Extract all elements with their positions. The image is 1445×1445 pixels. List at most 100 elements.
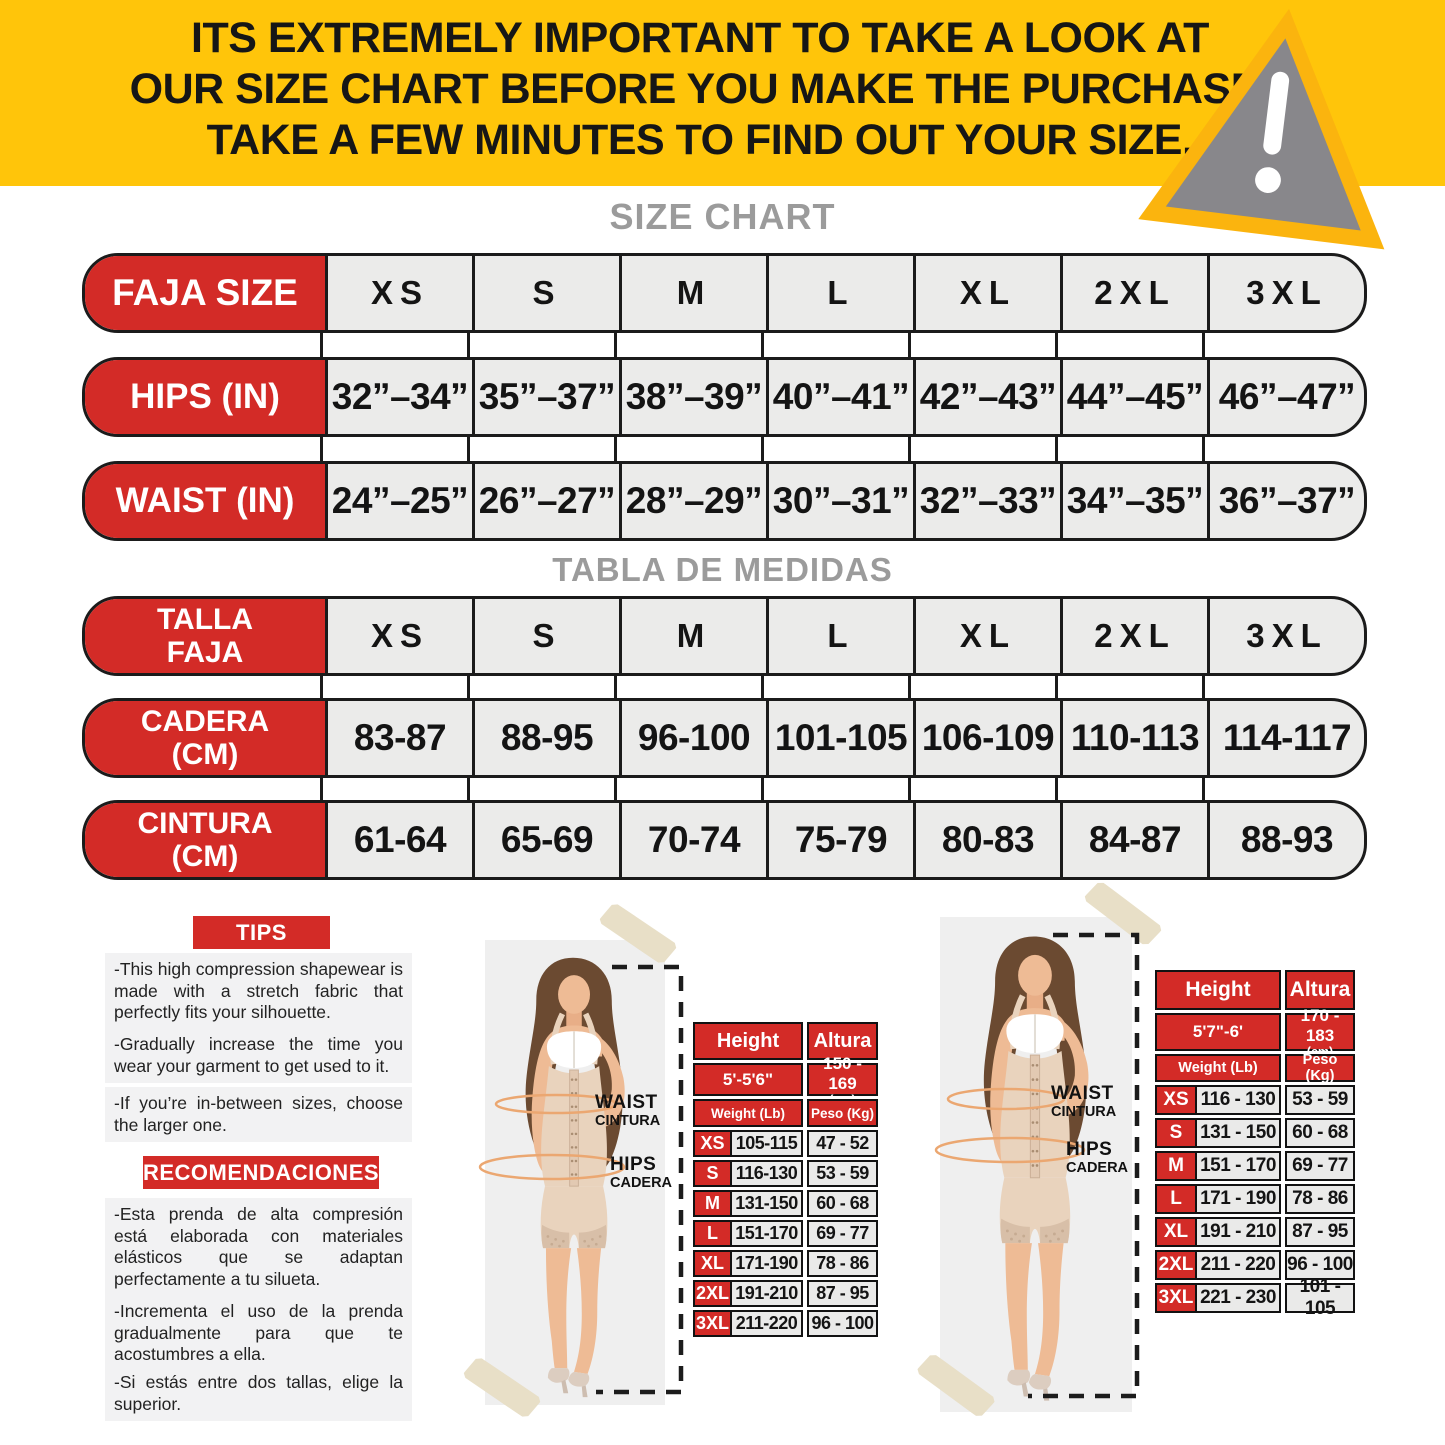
lb-cell: 211 - 220 bbox=[1197, 1250, 1281, 1280]
banner-text: ITS EXTREMELY IMPORTANT TO TAKE A LOOK A… bbox=[0, 13, 1400, 166]
talla-line: TALLA bbox=[156, 603, 254, 636]
cadera-value-cell: 96-100 bbox=[619, 701, 766, 775]
hips-value-cell: 32”–34” bbox=[325, 360, 472, 434]
size-cell: 3XL bbox=[693, 1310, 732, 1337]
kg-cell: 78 - 86 bbox=[807, 1250, 878, 1277]
kg-cell: 47 - 52 bbox=[807, 1130, 878, 1157]
banner-line-2: OUR SIZE CHART BEFORE YOU MAKE THE PURCH… bbox=[129, 65, 1271, 113]
lb-cell: 221 - 230 bbox=[1197, 1283, 1281, 1313]
waist-value-cell: 24”–25” bbox=[325, 464, 472, 538]
banner-line-3: TAKE A FEW MINUTES TO FIND OUT YOUR SIZE… bbox=[206, 116, 1194, 164]
recomendacion-item: -Incrementa el uso de la prenda gradualm… bbox=[105, 1295, 412, 1372]
kg-cell: 96 - 100 bbox=[1285, 1250, 1355, 1280]
cintura-value-cell: 70-74 bbox=[619, 803, 766, 877]
waist-label-left: WAIST CINTURA bbox=[595, 1092, 661, 1129]
size-cell: L bbox=[693, 1220, 732, 1247]
weight-lb-header: Weight (Lb) bbox=[693, 1099, 803, 1127]
waist-row: WAIST (IN) 24”–25” 26”–27” 28”–29” 30”–3… bbox=[82, 461, 1367, 541]
recomendacion-item: -Si estás entre dos tallas, elige la sup… bbox=[105, 1366, 412, 1421]
tip-item: -If you’re in-between sizes, choose the … bbox=[105, 1087, 412, 1142]
peso-kg-header: Peso (Kg) bbox=[1285, 1052, 1355, 1084]
lb-cell: 191-210 bbox=[732, 1280, 803, 1307]
cintura-value-cell: 75-79 bbox=[766, 803, 913, 877]
size-cell: S bbox=[1155, 1118, 1197, 1148]
kg-cell: 69 - 77 bbox=[1285, 1151, 1355, 1181]
size-cell: 2XL bbox=[1155, 1250, 1197, 1280]
size-cell: XL bbox=[693, 1250, 732, 1277]
faja-size-row: FAJA SIZE XS S M L XL 2XL 3XL bbox=[82, 253, 1367, 333]
size-header-cell: S bbox=[472, 256, 619, 330]
size-header-cell: XS bbox=[325, 256, 472, 330]
cm-line: (CM) bbox=[171, 738, 239, 771]
height-range: 5'-5'6" bbox=[693, 1063, 803, 1096]
cintura-value-cell: 80-83 bbox=[913, 803, 1060, 877]
waist-value-cell: 30”–31” bbox=[766, 464, 913, 538]
cadera-row: CADERA (CM) 83-87 88-95 96-100 101-105 1… bbox=[82, 698, 1367, 778]
talla-faja-label: TALLA FAJA bbox=[85, 599, 325, 673]
hips-label: HIPS (IN) bbox=[85, 360, 325, 434]
size-cell: S bbox=[693, 1160, 732, 1187]
size-cell: XL bbox=[1155, 1217, 1197, 1247]
cadera-value-cell: 83-87 bbox=[325, 701, 472, 775]
hips-label-left: HIPS CADERA bbox=[610, 1154, 673, 1191]
kg-cell: 60 - 68 bbox=[1285, 1118, 1355, 1148]
cadera-value-cell: 106-109 bbox=[913, 701, 1060, 775]
recomendacion-item: -Esta prenda de alta compresión está ela… bbox=[105, 1198, 412, 1296]
size-header-cell: M bbox=[619, 256, 766, 330]
tip-item: -Gradually increase the time you wear yo… bbox=[105, 1028, 412, 1083]
table-gap bbox=[82, 676, 1367, 698]
tabla-medidas-title: TABLA DE MEDIDAS bbox=[552, 551, 893, 588]
size-header-cell: XL bbox=[913, 599, 1060, 673]
size-cell: 2XL bbox=[693, 1280, 732, 1307]
waist-label-right: WAIST CINTURA bbox=[1051, 1083, 1117, 1120]
cintura-value-cell: 65-69 bbox=[472, 803, 619, 877]
cintura-value-cell: 84-87 bbox=[1060, 803, 1207, 877]
banner-line-1: ITS EXTREMELY IMPORTANT TO TAKE A LOOK A… bbox=[191, 14, 1209, 62]
size-cell: M bbox=[693, 1190, 732, 1217]
lb-cell: 151-170 bbox=[732, 1220, 803, 1247]
warning-triangle-icon bbox=[1138, 8, 1385, 250]
altura-header: Altura bbox=[807, 1022, 878, 1060]
waist-label: WAIST (IN) bbox=[85, 464, 325, 538]
size-header-cell: 2XL bbox=[1060, 599, 1207, 673]
lb-cell: 211-220 bbox=[732, 1310, 803, 1337]
size-chart-title: SIZE CHART bbox=[609, 196, 836, 237]
waist-value-cell: 36”–37” bbox=[1207, 464, 1364, 538]
kg-cell: 69 - 77 bbox=[807, 1220, 878, 1247]
altura-range: 170 - 183 (cm) bbox=[1285, 1006, 1355, 1058]
hips-label-right: HIPS CADERA bbox=[1066, 1139, 1129, 1176]
cadera-value-cell: 101-105 bbox=[766, 701, 913, 775]
size-header-cell: L bbox=[766, 599, 913, 673]
size-cell: XS bbox=[1155, 1085, 1197, 1115]
size-header-cell: 3XL bbox=[1207, 256, 1364, 330]
altura-header: Altura bbox=[1285, 970, 1355, 1010]
height-range: 5'7"-6' bbox=[1155, 1013, 1281, 1051]
warning-banner: ITS EXTREMELY IMPORTANT TO TAKE A LOOK A… bbox=[0, 0, 1445, 186]
hips-value-cell: 35”–37” bbox=[472, 360, 619, 434]
weight-table-tall: Height Altura 5'7"-6' 170 - 183 (cm) Weigh… bbox=[1155, 970, 1355, 1319]
faja-size-label: FAJA SIZE bbox=[85, 256, 325, 330]
size-header-cell: S bbox=[472, 599, 619, 673]
lb-cell: 151 - 170 bbox=[1197, 1151, 1281, 1181]
size-cell: M bbox=[1155, 1151, 1197, 1181]
size-header-cell: 3XL bbox=[1207, 599, 1364, 673]
talla-faja-row: TALLA FAJA XS S M L XL 2XL 3XL bbox=[82, 596, 1367, 676]
size-cell: 3XL bbox=[1155, 1283, 1197, 1313]
kg-cell: 87 - 95 bbox=[807, 1280, 878, 1307]
hips-value-cell: 38”–39” bbox=[619, 360, 766, 434]
hips-value-cell: 40”–41” bbox=[766, 360, 913, 434]
altura-range: 150 - 169(cm) bbox=[807, 1054, 878, 1106]
lb-cell: 116-130 bbox=[732, 1160, 803, 1187]
cadera-value-cell: 88-95 bbox=[472, 701, 619, 775]
tips-header: TIPS bbox=[193, 916, 330, 949]
hips-value-cell: 46”–47” bbox=[1207, 360, 1364, 434]
cadera-value-cell: 110-113 bbox=[1060, 701, 1207, 775]
cadera-value-cell: 114-117 bbox=[1207, 701, 1364, 775]
cintura-row: CINTURA (CM) 61-64 65-69 70-74 75-79 80-… bbox=[82, 800, 1367, 880]
peso-kg-header: Peso (Kg) bbox=[807, 1099, 878, 1127]
kg-cell: 53 - 59 bbox=[807, 1160, 878, 1187]
size-header-cell: XL bbox=[913, 256, 1060, 330]
cintura-line: CINTURA bbox=[137, 807, 273, 840]
